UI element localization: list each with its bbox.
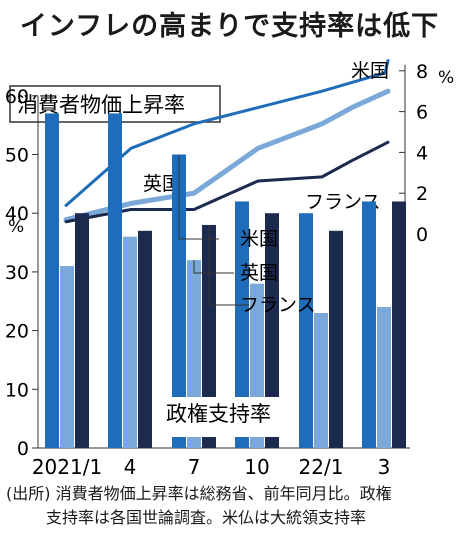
approval-x-tick-label: 3 (378, 455, 391, 479)
approval-bar-us (45, 113, 59, 448)
approval-x-tick-label: 22/1 (299, 455, 344, 479)
approval-x-tick-label: 7 (188, 455, 201, 479)
approval-legend-leader (208, 224, 249, 306)
approval-bar-fr (329, 230, 343, 448)
approval-bar-fr (75, 213, 89, 448)
source-note: (出所) 消費者物価上昇率は総務省、前年同月比。政権 支持率は各国世論調査。米仏… (6, 482, 456, 530)
approval-legend-uk: 英国 (240, 262, 278, 284)
chart-title: インフレの高まりで支持率は低下 (19, 11, 440, 42)
approval-x-tick-label: 10 (244, 455, 269, 479)
approval-panel-label: 政権支持率 (166, 402, 271, 426)
approval-bar-us (235, 201, 249, 448)
cpi-right-unit: % (438, 68, 454, 88)
approval-y-tick-label: 10 (5, 379, 29, 401)
approval-y-tick-label: 0 (17, 438, 29, 460)
approval-bar-uk (377, 307, 391, 448)
approval-bar-us (362, 201, 376, 448)
source-line-2: 支持率は各国世論調査。米仏は大統領支持率 (46, 508, 367, 527)
cpi-label-us: 米国 (351, 60, 389, 82)
approval-bar-uk (60, 266, 74, 448)
approval-bar-fr (392, 201, 406, 448)
cpi-panel-label: 消費者物価上昇率 (17, 93, 185, 117)
approval-bar-uk (123, 236, 137, 448)
cpi-y-tick-label: 0 (416, 224, 428, 246)
approval-legend-us: 米国 (240, 228, 278, 250)
approval-x-tick-label: 2021/1 (32, 455, 102, 479)
cpi-label-uk: 英国 (143, 173, 181, 195)
cpi-label-fr: フランス (305, 191, 381, 213)
approval-legend-leader (193, 260, 234, 274)
approval-y-tick-label: 40 (5, 203, 29, 225)
approval-bar-fr (138, 230, 152, 448)
approval-y-tick-label: 20 (5, 321, 29, 343)
approval-bar-fr (202, 224, 216, 448)
approval-x-tick-label: 4 (124, 455, 137, 479)
approval-label-backdrop (160, 397, 297, 437)
cpi-y-tick-label: 4 (416, 142, 428, 164)
approval-y-tick-label: 50 (5, 145, 29, 167)
cpi-y-tick-label: 8 (416, 61, 428, 83)
approval-legend-fr: フランス (240, 294, 316, 316)
approval-bar-uk (314, 312, 328, 448)
approval-bar-us (172, 154, 186, 448)
approval-bar-us (299, 213, 313, 448)
cpi-y-tick-label: 2 (416, 183, 428, 205)
approval-legend-leader (178, 154, 219, 240)
approval-y-tick-label: 60 (5, 86, 29, 108)
cpi-left-unit: % (8, 217, 24, 237)
approval-bar-fr (265, 213, 279, 448)
source-line-1: (出所) 消費者物価上昇率は総務省、前年同月比。政権 (6, 484, 392, 503)
cpi-y-tick-label: 6 (416, 102, 428, 124)
approval-y-tick-label: 30 (5, 262, 29, 284)
approval-bar-us (108, 113, 122, 448)
